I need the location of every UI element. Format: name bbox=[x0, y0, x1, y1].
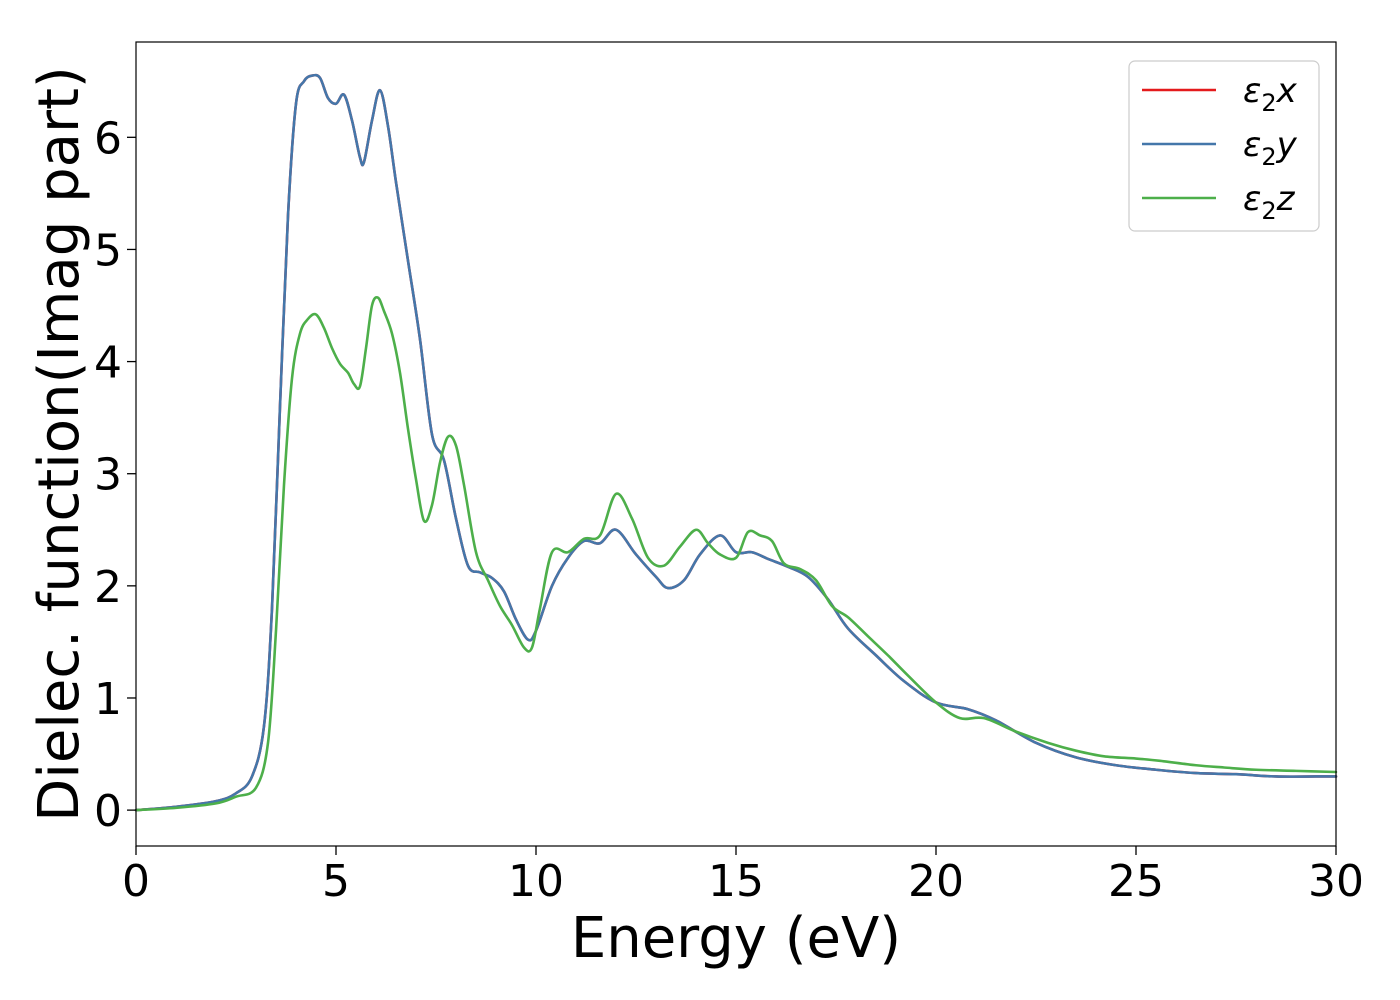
series-line-y bbox=[134, 73, 1338, 812]
y-tick-label: 1 bbox=[94, 674, 122, 725]
y-tick-label: 3 bbox=[94, 450, 122, 501]
x-tick-label: 0 bbox=[122, 856, 150, 907]
legend-label-y: ε2y bbox=[1243, 125, 1298, 171]
y-tick-label: 0 bbox=[94, 786, 122, 837]
legend-box bbox=[1128, 60, 1320, 232]
legend: ε2x ε2y ε2z bbox=[1128, 60, 1320, 232]
x-tick-label: 5 bbox=[322, 856, 350, 907]
series-line-z bbox=[134, 296, 1338, 812]
legend-label-x: ε2x bbox=[1243, 71, 1298, 117]
x-tick-label: 25 bbox=[1108, 856, 1164, 907]
y-tick-label: 5 bbox=[94, 225, 122, 276]
x-axis-label: Energy (eV) bbox=[571, 906, 901, 971]
y-tick-label: 4 bbox=[94, 338, 122, 389]
legend-label-z: ε2z bbox=[1243, 179, 1296, 225]
series-layer bbox=[134, 73, 1338, 812]
y-tick-label: 2 bbox=[94, 562, 122, 613]
ticks-layer: 0 5 10 15 20 25 30 0 1 2 3 4 5 6 bbox=[94, 113, 1364, 907]
y-axis-label: Dielec. function(Imag part) bbox=[27, 66, 92, 822]
y-tick-label: 6 bbox=[94, 113, 122, 164]
x-tick-label: 10 bbox=[508, 856, 564, 907]
x-tick-label: 30 bbox=[1308, 856, 1364, 907]
x-tick-label: 15 bbox=[708, 856, 764, 907]
x-tick-label: 20 bbox=[908, 856, 964, 907]
